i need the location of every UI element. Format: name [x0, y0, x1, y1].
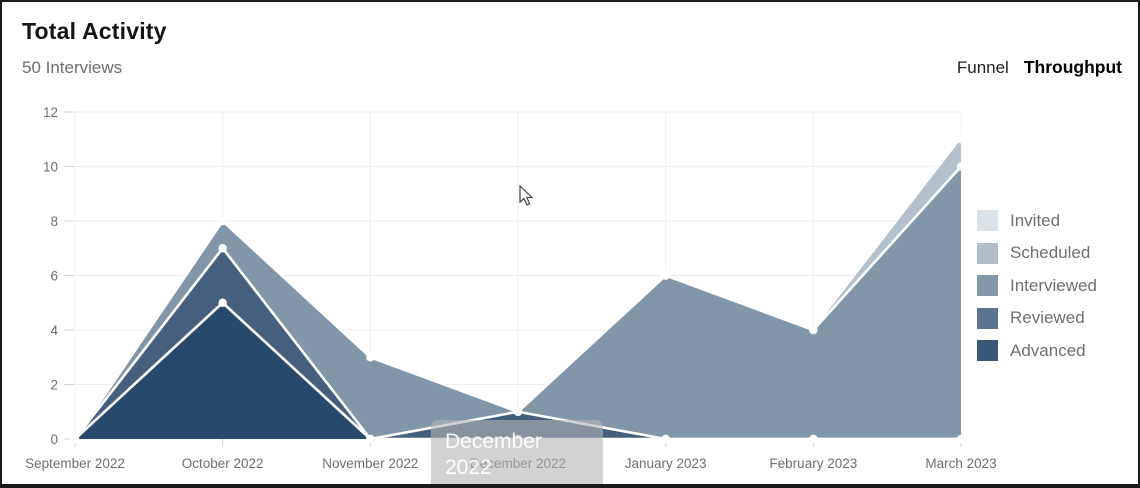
legend-label: Reviewed: [1010, 308, 1085, 327]
advanced-swatch-icon: [977, 340, 998, 361]
y-axis-label: 6: [50, 269, 58, 284]
legend-label: Advanced: [1010, 340, 1086, 360]
invited-swatch-icon: [977, 210, 998, 231]
legend-label: Scheduled: [1010, 243, 1091, 262]
x-axis-label: February 2023: [769, 456, 857, 471]
point-reviewed-1[interactable]: [218, 244, 227, 253]
x-axis-label: September 2022: [25, 456, 125, 471]
scheduled-swatch-icon: [977, 242, 998, 264]
tab-throughput[interactable]: Throughput: [1023, 57, 1122, 77]
point-advanced-1[interactable]: [218, 298, 227, 307]
y-axis-label: 2: [50, 378, 58, 393]
reviewed-swatch-icon: [977, 307, 998, 329]
interviewed-swatch-icon: [977, 275, 998, 296]
point-advanced-6[interactable]: [956, 434, 966, 444]
point-scheduled-6[interactable]: [956, 135, 966, 144]
point-interviewed-4[interactable]: [661, 271, 670, 280]
legend-item-scheduled[interactable]: Scheduled: [977, 242, 1097, 264]
x-axis-label: March 2023: [925, 456, 996, 471]
legend-item-interviewed[interactable]: Interviewed: [977, 275, 1097, 296]
point-interviewed-5[interactable]: [809, 325, 818, 335]
point-reviewed-3[interactable]: [513, 407, 523, 416]
y-axis-label: 4: [50, 323, 58, 338]
x-axis-label: October 2022: [182, 456, 264, 471]
point-advanced-2[interactable]: [366, 434, 375, 444]
point-interviewed-2[interactable]: [366, 353, 375, 362]
x-axis-label: December 2022: [470, 456, 566, 471]
page-subtitle: 50 Interviews: [22, 58, 123, 77]
page-title: Total Activity: [22, 18, 167, 44]
x-axis-label: November 2022: [322, 456, 418, 471]
y-axis-label: 12: [43, 105, 58, 120]
point-advanced-4[interactable]: [661, 434, 670, 444]
point-interviewed-1[interactable]: [218, 216, 227, 226]
y-axis-label: 0: [50, 432, 58, 447]
y-axis-label: 8: [50, 214, 58, 229]
view-tabs: Funnel Throughput: [957, 57, 1122, 78]
legend-label: Invited: [1010, 210, 1061, 230]
legend-item-reviewed[interactable]: Reviewed: [977, 307, 1097, 329]
legend-item-invited[interactable]: Invited: [977, 210, 1097, 231]
legend-label: Interviewed: [1010, 275, 1097, 295]
point-advanced-5[interactable]: [809, 434, 818, 444]
y-axis-label: 10: [43, 160, 58, 175]
x-axis-label: January 2023: [625, 456, 707, 471]
point-advanced-0[interactable]: [70, 434, 80, 444]
area-advanced[interactable]: [75, 302, 961, 439]
chart-legend: Invited Scheduled Interviewed Reviewed A…: [977, 210, 1097, 361]
point-advanced-3[interactable]: [513, 434, 523, 444]
tab-funnel[interactable]: Funnel: [956, 58, 1009, 77]
legend-item-advanced[interactable]: Advanced: [977, 340, 1097, 361]
point-interviewed-6[interactable]: [956, 162, 966, 171]
